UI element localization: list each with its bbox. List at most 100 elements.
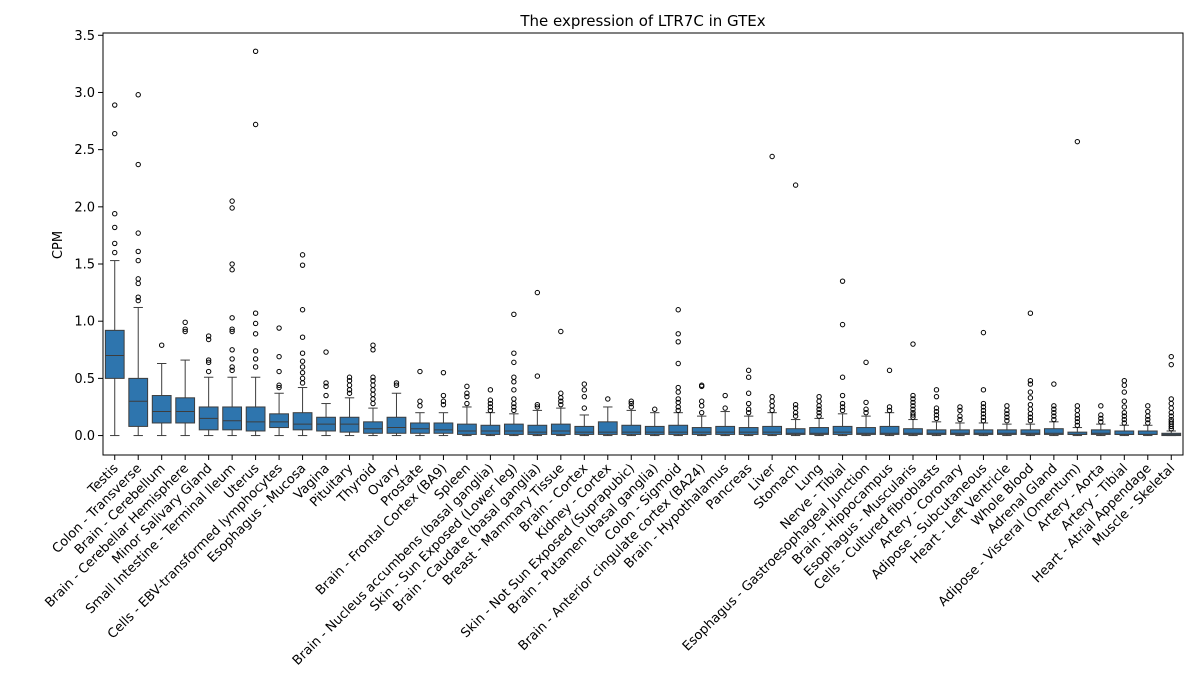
outlier-point [1098, 419, 1104, 425]
outlier-point [1051, 406, 1057, 412]
outlier-point [1074, 403, 1081, 409]
outlier-point [252, 121, 259, 128]
box [997, 429, 1017, 435]
outlier-point [910, 399, 916, 406]
box-group [503, 311, 524, 437]
box-group [950, 404, 970, 437]
outlier-point [933, 415, 940, 422]
outlier-point [112, 249, 118, 256]
outlier-point [487, 404, 494, 410]
outlier-point [135, 276, 141, 282]
box [292, 412, 313, 431]
outlier-point [511, 404, 517, 410]
outlier-point [464, 390, 470, 396]
outlier-point [276, 382, 282, 388]
outlier-point [135, 257, 141, 264]
box-group [1067, 138, 1088, 437]
outlier-point [229, 347, 235, 353]
outlier-point [487, 400, 494, 407]
box [903, 428, 923, 435]
outlier-point [1074, 419, 1081, 425]
outlier-point [1074, 415, 1081, 422]
outlier-point [1098, 412, 1104, 418]
outlier-point [910, 341, 916, 347]
outlier-point [276, 384, 282, 391]
outlier-point [252, 364, 259, 370]
box-group [785, 182, 806, 437]
outlier-point [910, 409, 916, 416]
outlier-point [252, 348, 259, 354]
box-group [738, 367, 759, 437]
box [550, 423, 571, 435]
outlier-point [252, 310, 259, 316]
outlier-point [1121, 404, 1128, 410]
outlier-point [675, 407, 681, 414]
outlier-point [910, 412, 916, 418]
outlier-point [980, 387, 987, 393]
outlier-point [957, 407, 963, 414]
box [785, 428, 806, 435]
box-group [644, 406, 665, 437]
box-group [269, 325, 289, 437]
outlier-point [229, 364, 235, 370]
outlier-point [1051, 413, 1057, 419]
outlier-point [534, 401, 541, 408]
box [433, 422, 454, 434]
outlier-point [299, 334, 306, 340]
outlier-point [792, 182, 799, 188]
outlier-point [182, 328, 188, 335]
outlier-point [558, 390, 564, 396]
y-tick-label: 1.0 [74, 315, 95, 330]
outlier-point [229, 205, 235, 211]
box-group [715, 392, 736, 437]
outlier-point [1098, 415, 1104, 422]
outlier-point [299, 369, 306, 376]
outlier-point [1027, 381, 1034, 387]
box-group [809, 393, 829, 437]
outlier-point [299, 307, 306, 313]
outlier-point [675, 307, 681, 313]
y-tick-label: 3.0 [74, 86, 95, 101]
outlier-point [534, 289, 541, 296]
box [597, 421, 618, 435]
box [1137, 430, 1158, 435]
outlier-point [1168, 413, 1174, 419]
outlier-point [863, 359, 869, 366]
outlier-point [417, 368, 423, 375]
outlier-point [839, 392, 846, 399]
box-group [104, 102, 125, 437]
outlier-point [440, 401, 447, 408]
y-tick-label: 2.0 [74, 200, 95, 215]
outlier-point [1098, 403, 1104, 409]
outlier-point [839, 278, 846, 284]
outlier-point [487, 387, 494, 393]
box-group [879, 367, 900, 437]
outlier-point [112, 210, 118, 217]
outlier-point [440, 392, 447, 399]
outlier-point [1121, 389, 1128, 395]
outlier-point [910, 403, 916, 409]
outlier-point [558, 328, 564, 335]
box-group [973, 329, 994, 437]
outlier-point [205, 357, 212, 363]
outlier-point [652, 406, 658, 412]
outlier-point [323, 380, 329, 386]
outlier-point [1051, 409, 1057, 416]
outlier-point [957, 416, 963, 423]
outlier-point [745, 406, 752, 412]
box [128, 377, 149, 427]
box [1020, 429, 1041, 435]
outlier-point [698, 382, 705, 388]
outlier-point [698, 398, 705, 404]
outlier-point [1027, 389, 1034, 395]
outlier-point [299, 262, 306, 268]
outlier-point [1168, 396, 1174, 402]
outlier-point [745, 400, 752, 407]
outlier-point [1168, 353, 1174, 360]
outlier-point [745, 390, 752, 396]
box-group [410, 368, 430, 437]
outlier-point [393, 380, 400, 386]
box-group [222, 198, 243, 437]
outlier-point [839, 374, 846, 380]
